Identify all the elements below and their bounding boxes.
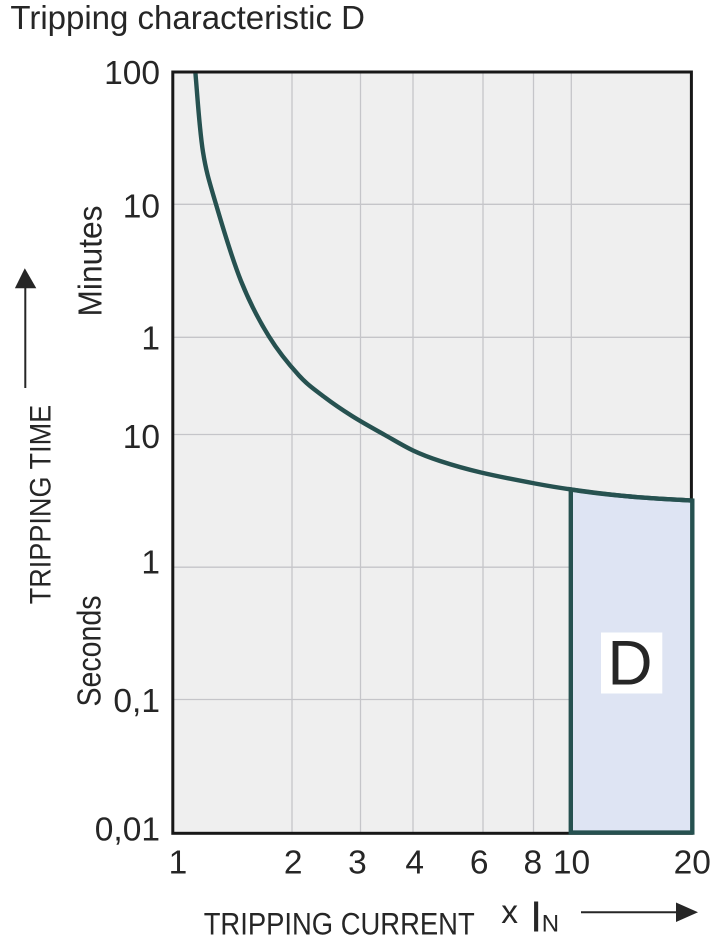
svg-text:1: 1 [169,845,188,882]
svg-text:0,01: 0,01 [95,811,160,848]
svg-text:Seconds: Seconds [72,596,109,707]
svg-text:TRIPPING CURRENT: TRIPPING CURRENT [204,905,475,941]
svg-text:x: x [501,894,518,931]
svg-text:3: 3 [348,845,367,882]
svg-text:10: 10 [123,188,160,225]
svg-text:4: 4 [405,845,424,882]
svg-text:Minutes: Minutes [73,206,110,317]
svg-text:6: 6 [470,845,489,882]
svg-text:10: 10 [123,419,160,456]
svg-text:2: 2 [284,845,303,882]
svg-text:10: 10 [553,845,590,882]
svg-text:20: 20 [674,845,711,882]
svg-text:0,1: 0,1 [113,683,160,720]
svg-text:I: I [530,893,542,942]
svg-text:1: 1 [141,545,160,582]
svg-text:N: N [542,910,559,937]
svg-text:Tripping characteristic D: Tripping characteristic D [10,0,365,36]
svg-text:8: 8 [523,845,542,882]
svg-text:100: 100 [104,55,160,92]
svg-text:TRIPPING TIME: TRIPPING TIME [25,405,58,605]
svg-text:D: D [608,628,653,698]
svg-text:1: 1 [141,321,160,358]
